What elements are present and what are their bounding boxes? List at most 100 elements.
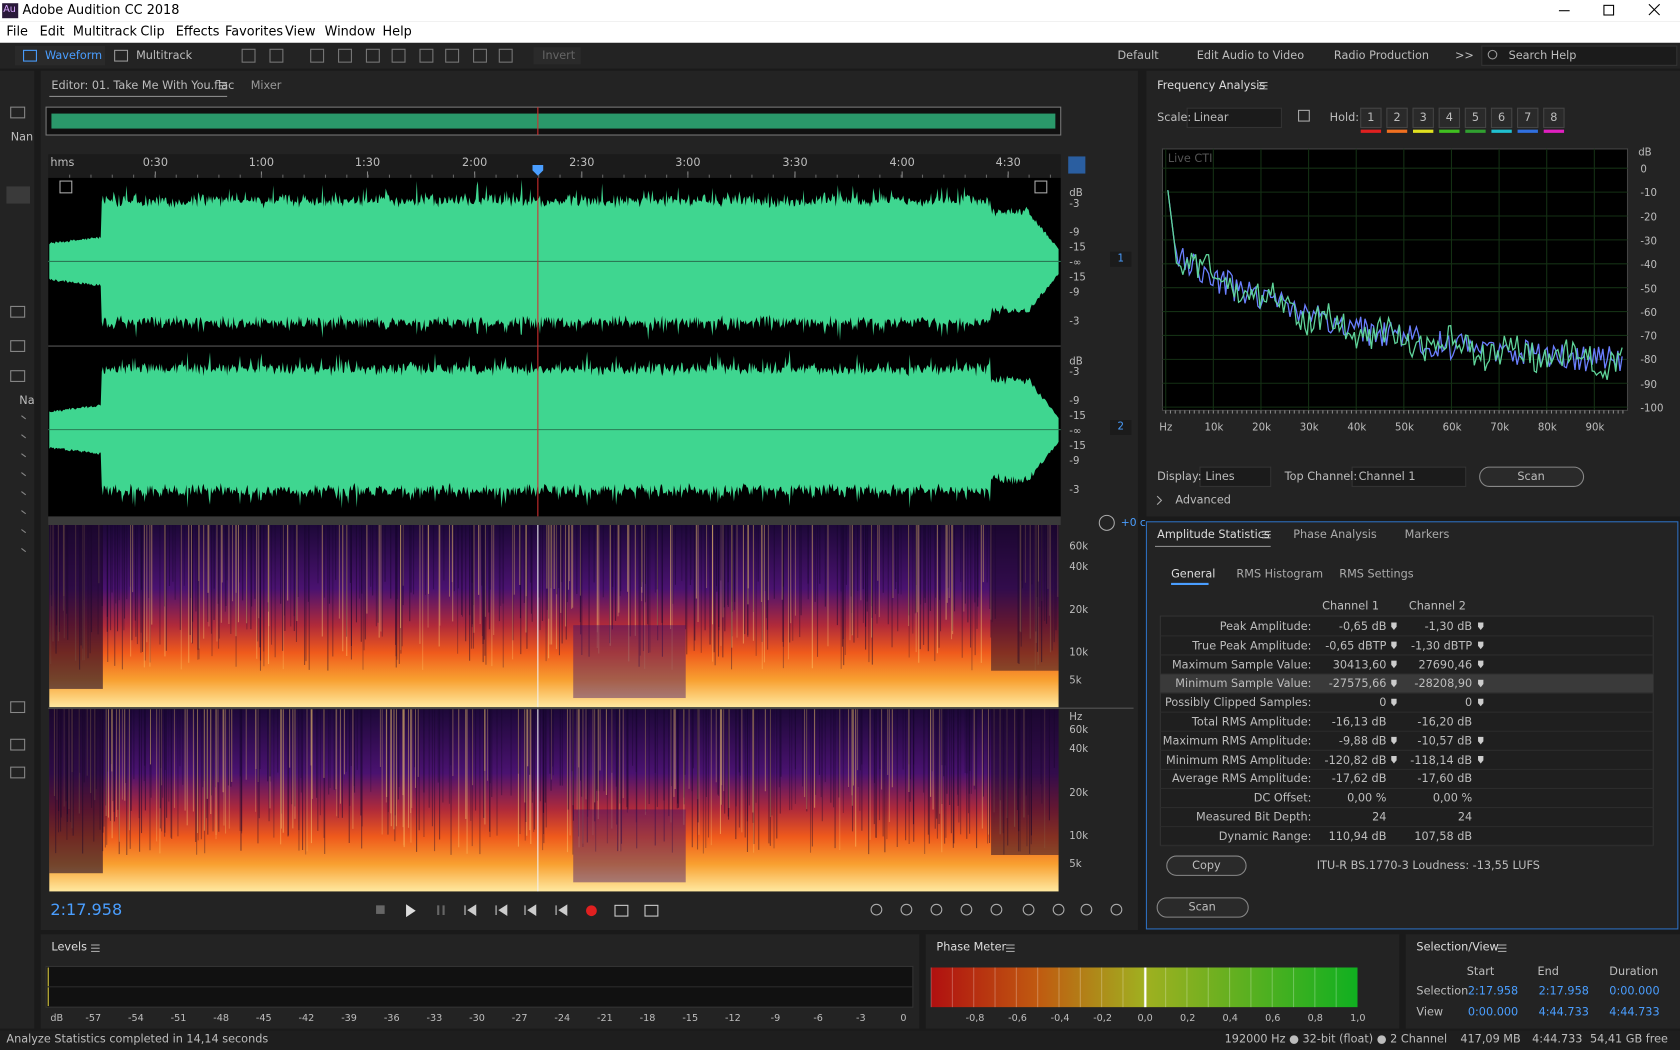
jump-pin[interactable] [1478, 756, 1484, 764]
mode-active [15, 46, 106, 66]
phase-label: 1,0 [1350, 1013, 1366, 1025]
jump-pin[interactable] [1391, 736, 1397, 745]
hold-button [1386, 107, 1408, 129]
tool-icon [498, 48, 513, 63]
hold-number[interactable]: 2 [1393, 111, 1401, 125]
jump-pin[interactable] [1391, 698, 1397, 707]
panel-icon [10, 305, 26, 318]
button[interactable]: Copy [1192, 859, 1221, 873]
time-value[interactable]: 0:00.000 [1467, 1006, 1519, 1019]
column-header: Duration [1609, 965, 1659, 979]
time-value[interactable]: 2:17.958 [1538, 984, 1589, 998]
expand-arrow [21, 472, 27, 477]
row-label: Selection [1416, 984, 1469, 998]
menu-item[interactable]: View [285, 23, 316, 39]
dropdown [1351, 466, 1467, 487]
stat-label: Total RMS Amplitude: [1191, 715, 1312, 729]
time-label: 3:30 [782, 156, 808, 170]
dropdown-value[interactable]: Lines [1205, 470, 1235, 484]
jump-pin[interactable] [1391, 660, 1397, 669]
panel-icon [10, 701, 26, 714]
level-label: -9 [770, 1013, 781, 1025]
button[interactable]: Scan [1517, 470, 1545, 484]
status-message: Analyze Statistics completed in 14,14 se… [6, 1032, 269, 1046]
jump-pin[interactable] [1391, 641, 1397, 650]
db-label: -70 [1640, 331, 1657, 343]
tab[interactable]: RMS Settings [1339, 567, 1414, 581]
menu-item[interactable]: Favorites [225, 23, 284, 39]
hz-label: 20k [1069, 787, 1089, 800]
menu-item[interactable]: Edit [39, 23, 65, 39]
time-value[interactable]: 0:00.000 [1609, 984, 1660, 998]
corner-handle [1034, 180, 1048, 194]
hz-label: 5k [1069, 675, 1082, 687]
tool-icon [419, 48, 434, 63]
stat-value: -17,60 dB [1417, 772, 1473, 786]
jump-pin[interactable] [1391, 622, 1397, 631]
hold-number[interactable]: 3 [1419, 111, 1427, 125]
tool-icon [310, 48, 325, 63]
tab[interactable]: RMS Histogram [1236, 567, 1324, 581]
label: dB [1069, 355, 1083, 368]
menu-item[interactable]: Window [324, 23, 376, 39]
jump-pin[interactable] [1391, 679, 1397, 688]
menu-item[interactable]: Clip [140, 23, 165, 39]
level-label: -6 [813, 1013, 823, 1025]
phase-label: 0,0 [1137, 1013, 1153, 1025]
dropdown-value[interactable]: Linear [1193, 111, 1229, 125]
hz-label: 60k [1069, 724, 1089, 737]
tab[interactable]: Waveform [45, 49, 103, 63]
button[interactable]: Scan [1188, 901, 1216, 914]
jump-pin[interactable] [1391, 756, 1397, 764]
hold-number[interactable]: 6 [1498, 111, 1506, 125]
tab[interactable]: Multitrack [136, 49, 193, 63]
channel-label[interactable]: 1 [1117, 252, 1124, 265]
tab[interactable]: General [1171, 567, 1216, 581]
jump-pin[interactable] [1478, 679, 1484, 688]
hz-label: 5k [1069, 858, 1082, 871]
menu-item[interactable]: Effects [175, 23, 220, 39]
tab[interactable]: Editor: 01. Take Me With You.flac [51, 79, 235, 93]
tab[interactable]: Phase Analysis [1293, 528, 1377, 542]
time-value[interactable]: 4:44.733 [1538, 1006, 1589, 1019]
tab[interactable]: Markers [1404, 528, 1450, 542]
stat-label: Possibly Clipped Samples: [1164, 696, 1312, 710]
column-header: Start [1466, 965, 1495, 979]
time-value[interactable]: 2:17.958 [1467, 984, 1519, 998]
channel-label[interactable]: 2 [1117, 421, 1124, 433]
hold-number[interactable]: 5 [1471, 111, 1480, 125]
workspace[interactable]: Radio Production [1333, 49, 1429, 63]
snapshot-icon [1298, 109, 1310, 122]
menu-item[interactable]: Multitrack [72, 23, 138, 39]
hold-number[interactable]: 7 [1524, 111, 1532, 125]
menu-item[interactable]: File [6, 23, 28, 39]
expander[interactable]: Advanced [1175, 493, 1231, 507]
workspace[interactable]: Default [1117, 49, 1159, 63]
hold-number[interactable]: 4 [1445, 111, 1453, 125]
tab[interactable]: Amplitude Statistics [1157, 528, 1270, 542]
hold-number[interactable]: 1 [1367, 111, 1375, 125]
column-header: Nan [10, 130, 34, 144]
zoom-button [870, 903, 883, 916]
jump-pin[interactable] [1478, 698, 1484, 707]
tool-icon [391, 48, 406, 63]
zoom-button [960, 903, 973, 916]
time-label: 4:00 [889, 156, 915, 170]
hz-label: 10k [1069, 647, 1089, 659]
jump-pin[interactable] [1478, 622, 1484, 631]
jump-pin[interactable] [1478, 660, 1484, 669]
timeline [48, 154, 1061, 178]
search-input[interactable]: Search Help [1508, 49, 1577, 63]
time-value[interactable]: 4:44.733 [1609, 1006, 1660, 1019]
menu-item[interactable]: Help [382, 23, 412, 39]
dropdown-value[interactable]: Channel 1 [1358, 470, 1416, 484]
jump-pin[interactable] [1478, 736, 1484, 745]
app-icon [2, 3, 19, 19]
db-label: -60 [1640, 307, 1657, 320]
workspace[interactable]: Edit Audio to Video [1196, 49, 1305, 63]
hold-number[interactable]: 8 [1550, 111, 1558, 125]
tab[interactable]: Mixer [250, 79, 282, 93]
more-workspaces[interactable]: >> [1455, 49, 1474, 63]
jump-pin[interactable] [1478, 641, 1484, 650]
record-button [586, 905, 597, 917]
